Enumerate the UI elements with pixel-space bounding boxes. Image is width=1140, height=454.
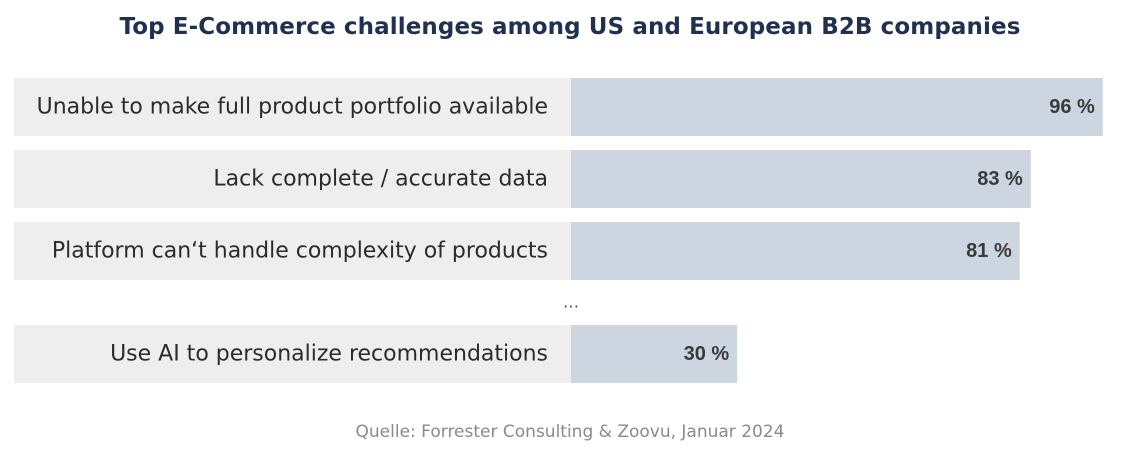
bar (571, 78, 1103, 136)
chart-title: Top E-Commerce challenges among US and E… (119, 14, 1021, 40)
category-band (14, 150, 571, 208)
bar (571, 222, 1020, 280)
value-label: 81 % (966, 240, 1012, 262)
category-label: Use AI to personalize recommendations (110, 342, 548, 367)
category-band (14, 325, 571, 383)
category-band (14, 222, 571, 280)
value-label: 83 % (977, 168, 1023, 190)
value-label: 30 % (684, 343, 730, 365)
bar-row: Platform can‘t handle complexity of prod… (14, 222, 1020, 280)
category-band (14, 78, 571, 136)
source-note: Quelle: Forrester Consulting & Zoovu, Ja… (355, 422, 785, 442)
gap-ellipsis: … (563, 293, 579, 312)
value-label: 96 % (1049, 96, 1095, 118)
bar-row: Unable to make full product portfolio av… (14, 78, 1103, 136)
bar (571, 325, 738, 383)
bar (571, 150, 1031, 208)
category-label: Platform can‘t handle complexity of prod… (52, 239, 548, 264)
bar-row: Lack complete / accurate data 83 % (14, 150, 1031, 208)
category-label: Unable to make full product portfolio av… (37, 95, 548, 120)
category-label: Lack complete / accurate data (213, 167, 548, 192)
bar-row: Use AI to personalize recommendations 30 … (14, 325, 738, 383)
